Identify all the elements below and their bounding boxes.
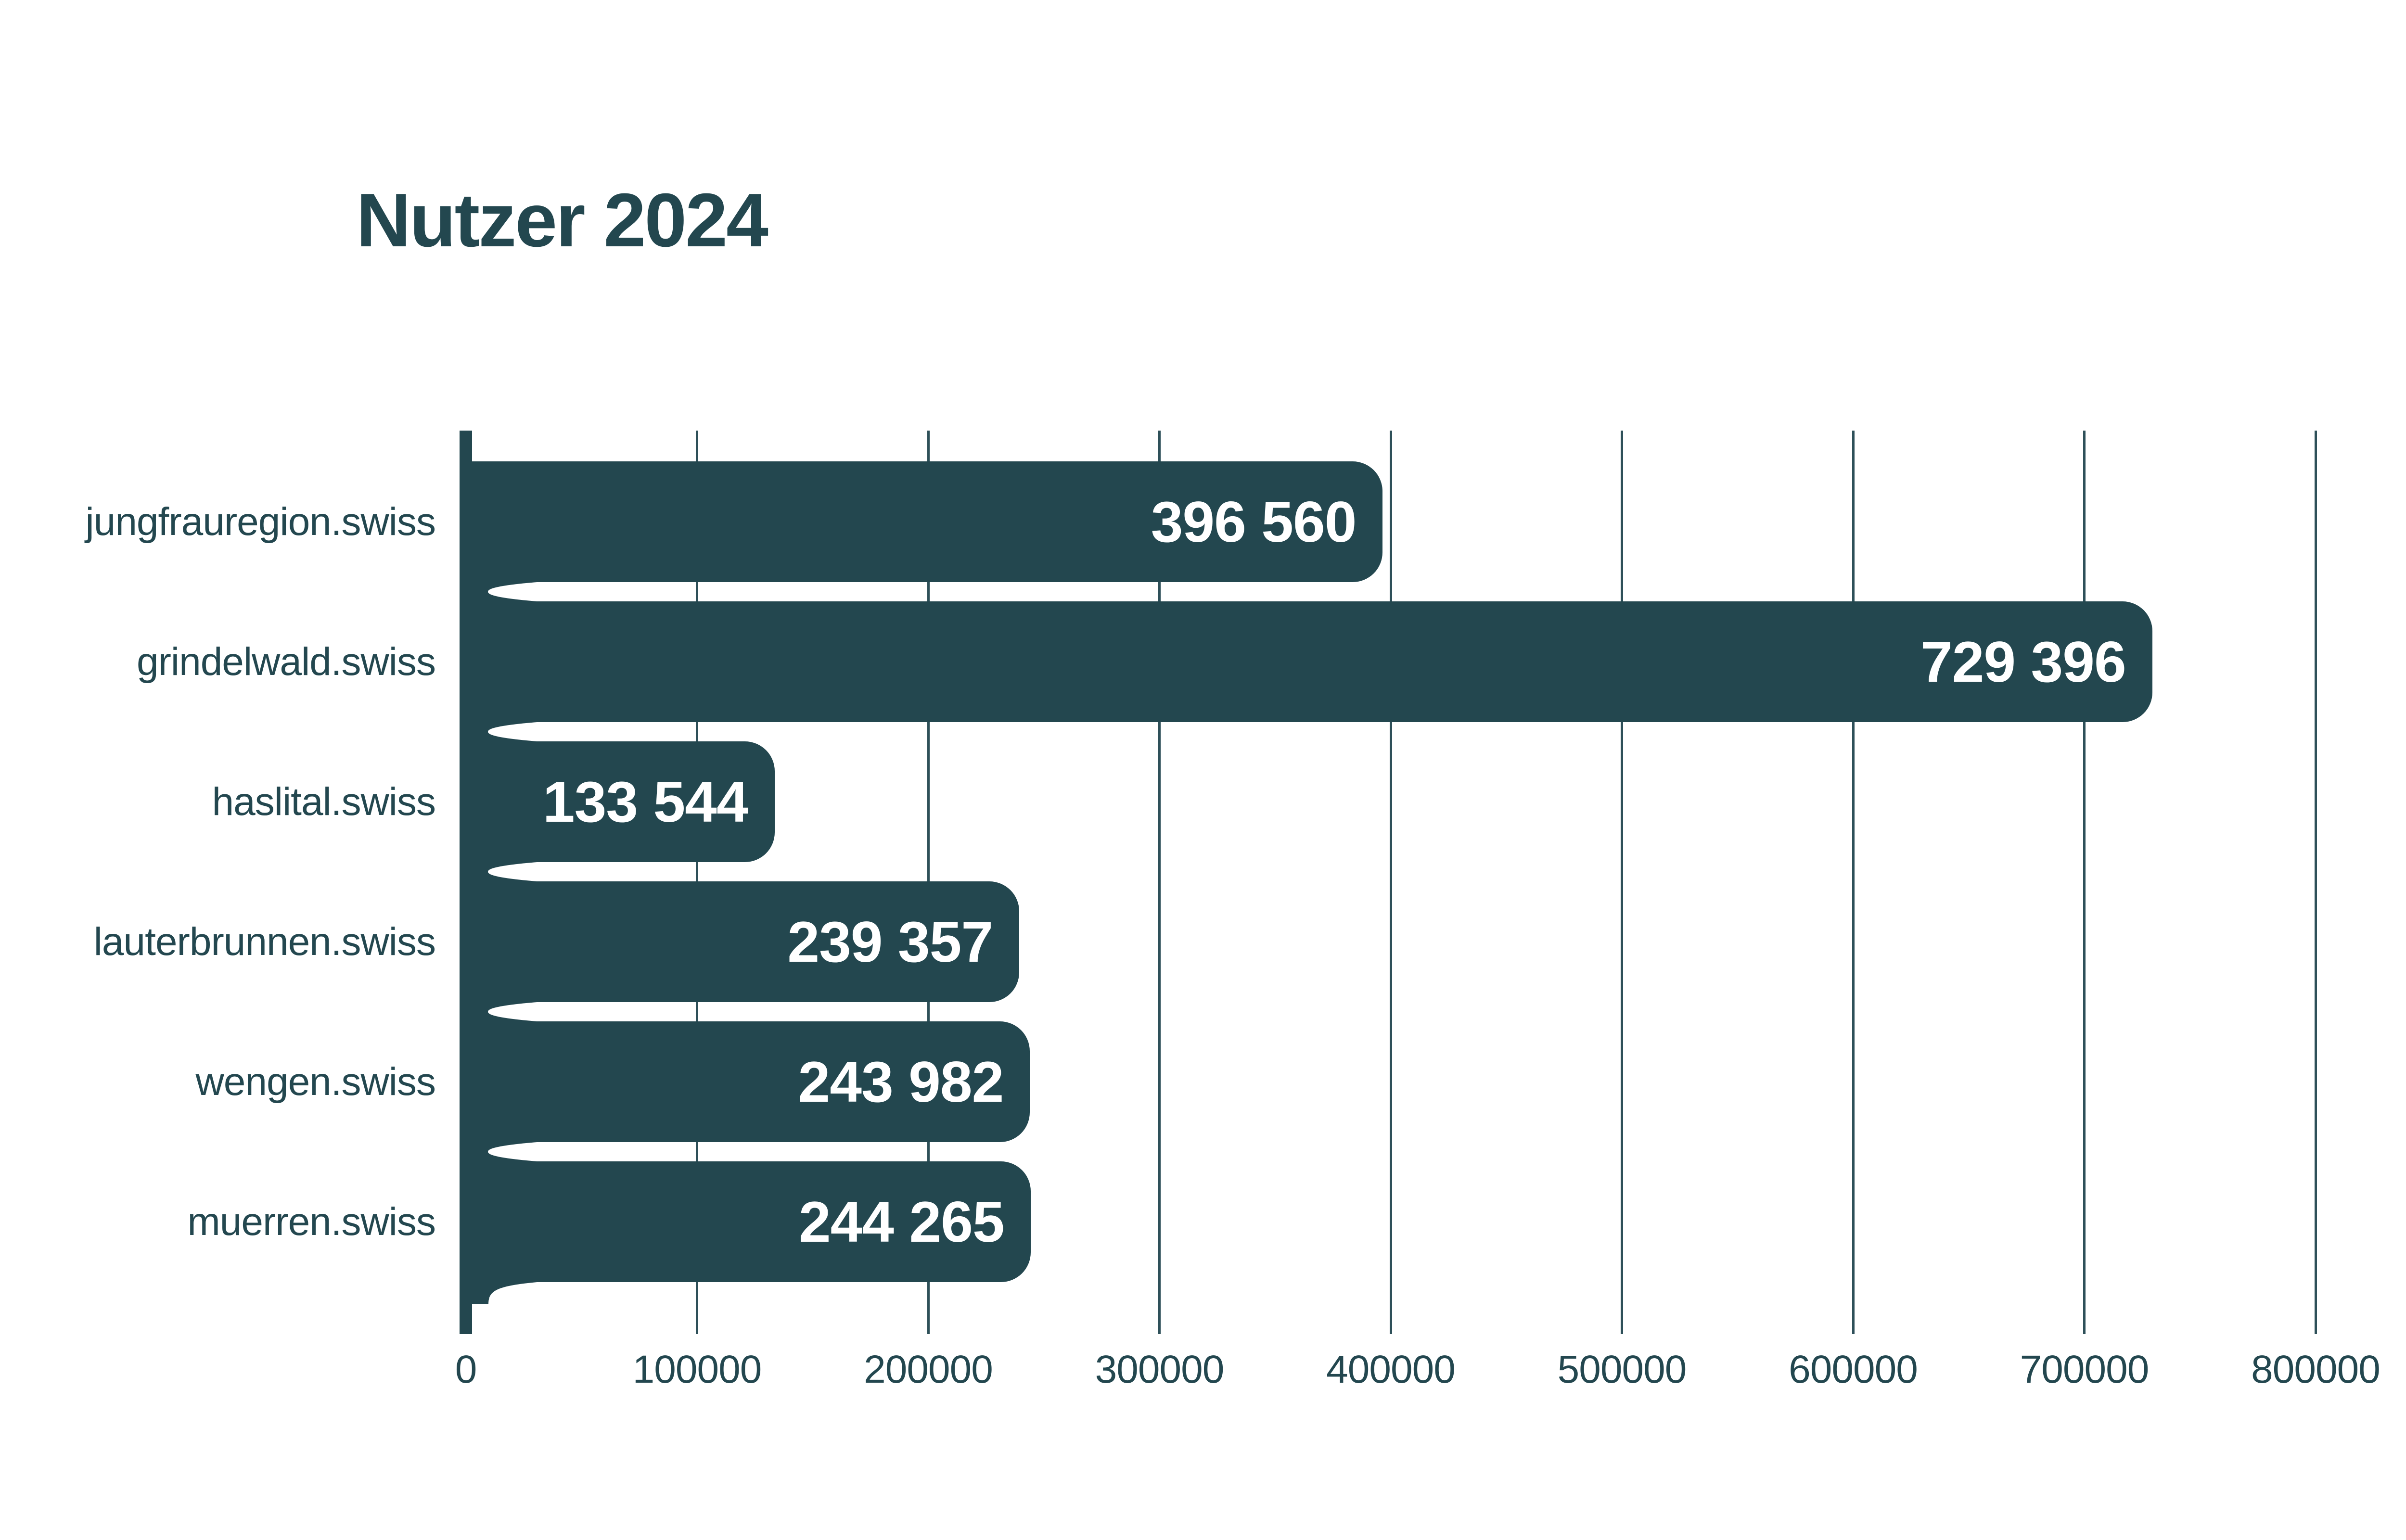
bar: 244 265 — [460, 1161, 1031, 1282]
bar-axis-fillet — [472, 1002, 537, 1021]
gridline — [1158, 431, 1161, 1334]
x-tick-label: 100000 — [632, 1348, 762, 1391]
bar-axis-fillet — [472, 1142, 537, 1161]
x-tick-label: 200000 — [864, 1348, 993, 1391]
gridline — [2083, 431, 2086, 1334]
gridline — [1621, 431, 1623, 1334]
bar: 239 357 — [460, 881, 1020, 1002]
bar: 729 396 — [460, 601, 2152, 722]
x-tick-label: 600000 — [1789, 1348, 1918, 1391]
category-label: muerren.swiss — [187, 1199, 436, 1244]
x-tick-label: 400000 — [1326, 1348, 1456, 1391]
bar-value-label: 133 544 — [542, 769, 749, 834]
bar-axis-fillet — [472, 722, 537, 741]
gridline — [2314, 431, 2317, 1334]
bar-value-label: 239 357 — [787, 909, 993, 974]
bar-axis-fillet — [472, 862, 537, 881]
bar-value-label: 243 982 — [798, 1049, 1004, 1114]
x-tick-label: 700000 — [2020, 1348, 2150, 1391]
x-tick-label: 800000 — [2251, 1348, 2380, 1391]
x-tick-label: 300000 — [1095, 1348, 1225, 1391]
bar: 396 560 — [460, 461, 1383, 582]
bar-value-label: 396 560 — [1151, 489, 1357, 554]
bar: 133 544 — [460, 741, 775, 862]
category-label: jungfrauregion.swiss — [85, 499, 436, 544]
category-label: wengen.swiss — [195, 1059, 436, 1104]
bar-value-label: 729 396 — [1920, 629, 2126, 694]
bar-axis-fillet — [472, 1282, 537, 1304]
gridline — [1852, 431, 1855, 1334]
category-label: grindelwald.swiss — [136, 639, 436, 684]
x-tick-label: 0 — [455, 1348, 477, 1391]
category-label: lauterbrunnen.swiss — [93, 919, 436, 964]
bar-value-label: 244 265 — [798, 1189, 1005, 1254]
gridline — [1389, 431, 1392, 1334]
category-label: haslital.swiss — [212, 779, 436, 824]
x-tick-label: 500000 — [1557, 1348, 1687, 1391]
bar-axis-fillet — [472, 582, 537, 601]
chart-title: Nutzer 2024 — [356, 178, 768, 263]
bar: 243 982 — [460, 1021, 1030, 1142]
